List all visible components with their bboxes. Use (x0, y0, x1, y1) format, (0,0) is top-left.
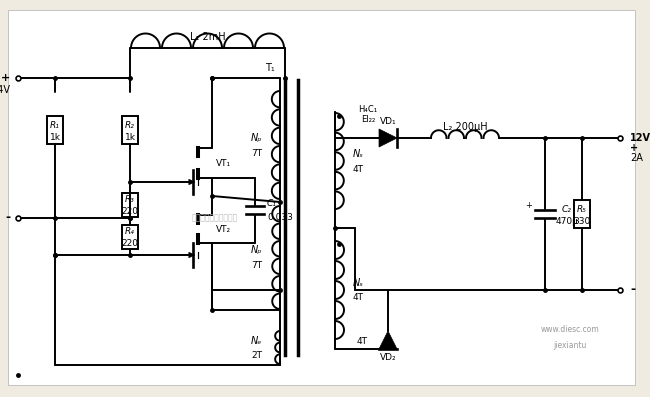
Text: EI₂₂: EI₂₂ (361, 116, 375, 125)
Polygon shape (379, 129, 397, 147)
Text: jiexiantu: jiexiantu (553, 341, 587, 349)
Text: Nₛ: Nₛ (353, 149, 364, 159)
Text: 1k: 1k (125, 133, 135, 141)
Text: 4T: 4T (356, 337, 367, 347)
Text: VT₂: VT₂ (216, 224, 231, 233)
Text: +: + (630, 143, 638, 153)
Text: L₁ 2mH: L₁ 2mH (190, 32, 226, 42)
Bar (122, 225, 138, 249)
Text: R₄: R₄ (125, 227, 135, 237)
Text: 4T: 4T (353, 164, 364, 173)
Text: VD₂: VD₂ (380, 353, 396, 362)
Text: 7T: 7T (251, 261, 262, 270)
Text: 7T: 7T (251, 148, 262, 158)
Text: Nₚ: Nₚ (251, 245, 262, 256)
Text: C₁: C₁ (267, 198, 277, 208)
Text: R₃: R₃ (125, 195, 135, 204)
Text: 12V: 12V (630, 133, 650, 143)
Text: +: + (526, 202, 532, 210)
Text: 470μ: 470μ (556, 216, 578, 225)
Text: Nₑ: Nₑ (251, 335, 262, 345)
Text: -: - (5, 212, 10, 224)
Text: 220: 220 (122, 239, 138, 249)
Bar (122, 193, 138, 217)
Text: R₁: R₁ (50, 121, 60, 129)
Text: Nₛ: Nₛ (353, 278, 364, 288)
Text: 2T: 2T (251, 351, 262, 360)
Text: www.diesc.com: www.diesc.com (541, 326, 599, 335)
Text: 1k: 1k (49, 133, 60, 141)
Text: 24V: 24V (0, 85, 10, 95)
Text: 330: 330 (573, 216, 591, 225)
Text: VD₁: VD₁ (380, 118, 396, 127)
Polygon shape (379, 331, 397, 349)
Bar (574, 200, 590, 228)
Text: 0.033: 0.033 (267, 212, 293, 222)
Text: T₁: T₁ (265, 63, 275, 73)
Text: 2A: 2A (630, 153, 643, 163)
Text: VT₁: VT₁ (216, 158, 231, 168)
Text: +: + (1, 73, 10, 83)
Text: -: - (630, 283, 635, 297)
Text: 220: 220 (122, 208, 138, 216)
Text: H₄C₁: H₄C₁ (358, 106, 378, 114)
Text: Nₚ: Nₚ (251, 133, 262, 143)
Bar (47, 116, 63, 144)
Text: 4T: 4T (353, 293, 364, 303)
Bar (122, 116, 138, 144)
Text: L₂ 200μH: L₂ 200μH (443, 122, 488, 132)
Text: R₂: R₂ (125, 121, 135, 129)
Text: 杭州精齐科技有限公司: 杭州精齐科技有限公司 (192, 214, 238, 222)
Text: C₂: C₂ (562, 204, 572, 214)
Text: R₅: R₅ (577, 204, 587, 214)
